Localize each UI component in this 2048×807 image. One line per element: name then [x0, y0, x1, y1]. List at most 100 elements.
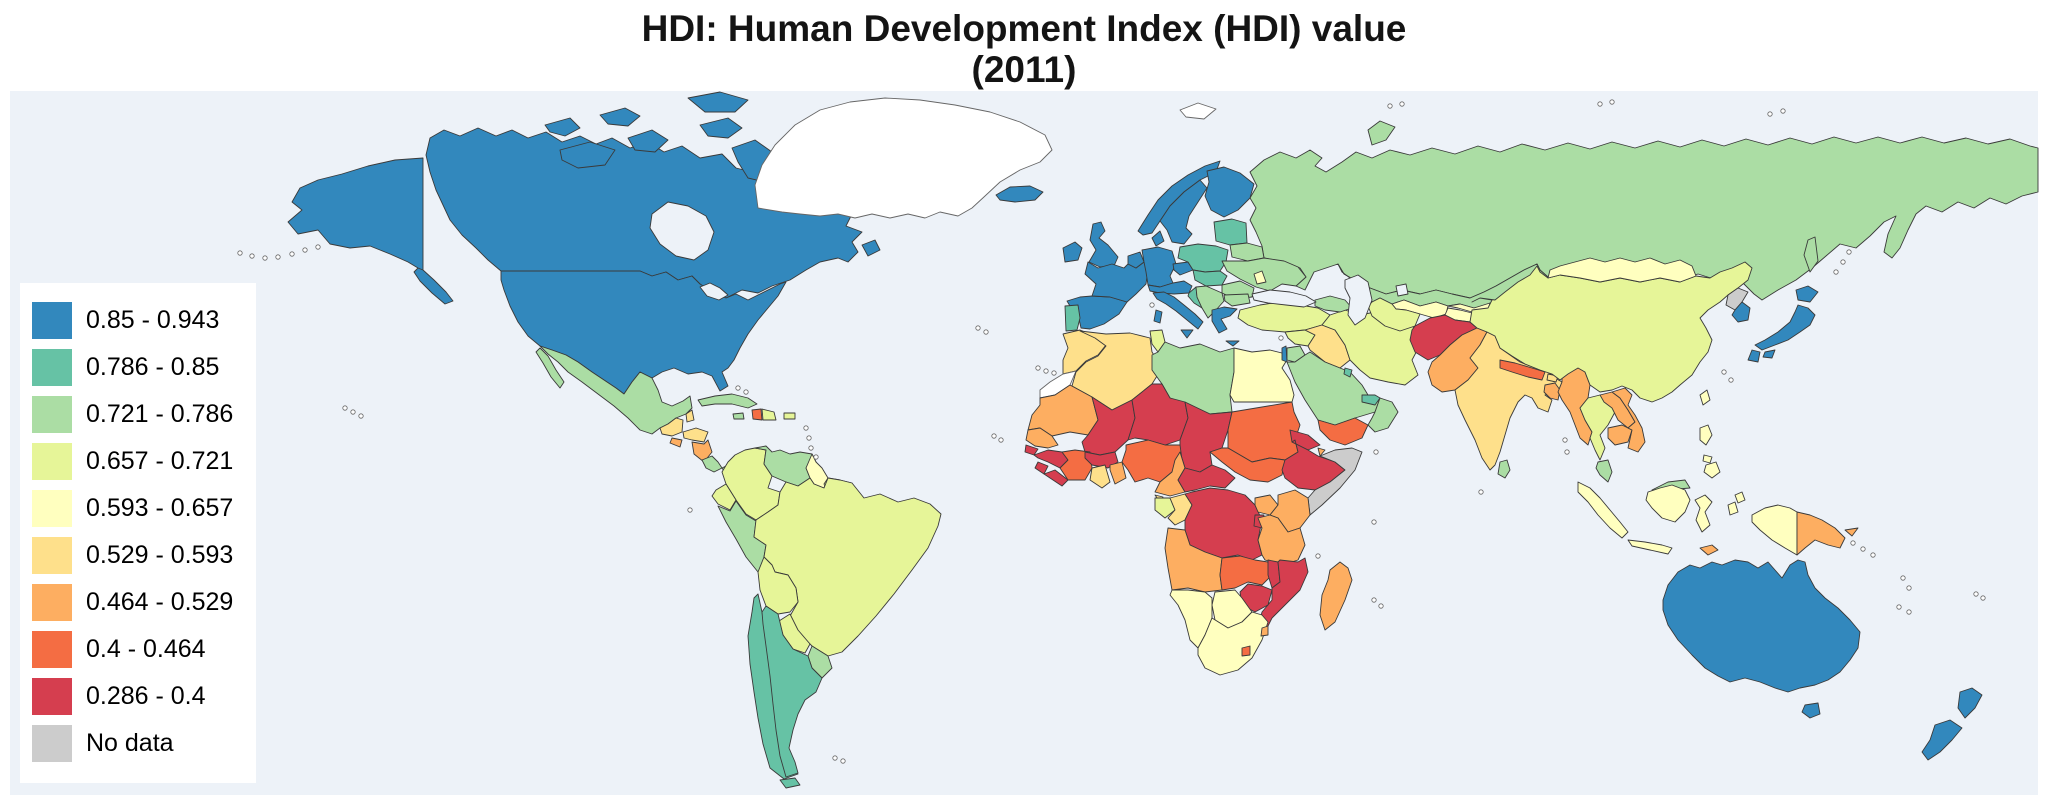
country-colombia[interactable] — [721, 447, 781, 521]
country-finland[interactable] — [1204, 166, 1255, 218]
country-puerto-rico[interactable] — [783, 412, 796, 420]
country-novaya-zemlya[interactable] — [1367, 120, 1396, 146]
legend-item-2[interactable]: 0.721 - 0.786 — [32, 391, 256, 438]
country-mexico[interactable] — [535, 345, 693, 435]
country-svalbard[interactable] — [1179, 102, 1217, 120]
country-iceland[interactable] — [995, 185, 1044, 203]
country-cambodia[interactable] — [1607, 424, 1633, 446]
country-mongolia[interactable] — [1547, 257, 1697, 283]
country-libya[interactable] — [1151, 341, 1235, 415]
country-zimbabwe[interactable] — [1239, 583, 1273, 613]
legend-item-9[interactable]: No data — [32, 720, 256, 767]
country-new-zealand[interactable] — [1921, 687, 1983, 761]
country-mauritania[interactable] — [1027, 384, 1099, 437]
country-ecuador[interactable] — [711, 483, 737, 511]
country-eritrea[interactable] — [1289, 429, 1321, 451]
country-germany[interactable] — [1141, 246, 1177, 288]
country-liberia[interactable] — [1043, 469, 1069, 487]
country-ireland[interactable] — [1062, 241, 1083, 263]
country-newfoundland[interactable] — [861, 239, 881, 257]
country-uk[interactable] — [1088, 221, 1119, 268]
country-argentina[interactable] — [761, 605, 823, 778]
country-tierra-del-fuego[interactable] — [779, 777, 801, 789]
country-car[interactable] — [1177, 464, 1236, 493]
country-el-salvador[interactable] — [669, 437, 683, 448]
country-png[interactable] — [1796, 511, 1859, 556]
country-haiti[interactable] — [751, 408, 763, 421]
country-lesotho[interactable] — [1241, 645, 1251, 657]
country-cuba[interactable] — [697, 393, 758, 409]
country-denmark[interactable] — [1151, 230, 1165, 247]
country-sakhalin[interactable] — [1803, 236, 1819, 273]
country-cote-divoire[interactable] — [1059, 449, 1093, 481]
country-japan[interactable] — [1747, 285, 1819, 363]
country-slovakia-hungary[interactable] — [1192, 269, 1228, 287]
legend-item-7[interactable]: 0.4 - 0.464 — [32, 626, 256, 673]
country-somalia[interactable] — [1307, 447, 1363, 516]
country-ukraine[interactable] — [1221, 257, 1307, 292]
country-togo-benin[interactable] — [1109, 461, 1127, 485]
legend-item-8[interactable]: 0.286 - 0.4 — [32, 673, 256, 720]
country-bangladesh[interactable] — [1543, 382, 1561, 401]
country-jamaica[interactable] — [732, 412, 745, 420]
legend-item-3[interactable]: 0.657 - 0.721 — [32, 438, 256, 485]
country-italy[interactable] — [1152, 291, 1204, 339]
country-caucasus[interactable] — [1314, 295, 1353, 313]
country-ghana[interactable] — [1089, 464, 1111, 489]
country-alaska[interactable] — [287, 157, 454, 305]
country-sumatra[interactable] — [1577, 481, 1629, 539]
country-nepal[interactable] — [1499, 359, 1546, 381]
country-belize[interactable] — [685, 409, 695, 423]
country-baltics[interactable] — [1213, 218, 1248, 246]
country-portugal[interactable] — [1064, 304, 1081, 332]
country-vietnam[interactable] — [1611, 387, 1646, 453]
country-israel[interactable] — [1281, 345, 1288, 363]
country-ethiopia[interactable] — [1281, 439, 1346, 491]
country-sudan[interactable] — [1227, 401, 1301, 463]
country-egypt[interactable] — [1229, 347, 1295, 403]
country-czech[interactable] — [1172, 261, 1194, 276]
country-java[interactable] — [1627, 539, 1673, 555]
country-philippines[interactable] — [1699, 424, 1721, 479]
country-bolivia[interactable] — [757, 556, 799, 615]
country-turkmenistan[interactable] — [1367, 297, 1421, 332]
country-australia[interactable] — [1662, 559, 1861, 719]
country-borneo-indonesia[interactable] — [1645, 484, 1691, 523]
country-greenland[interactable] — [754, 97, 1053, 219]
country-kuwait[interactable] — [1343, 367, 1353, 378]
country-yemen[interactable] — [1317, 417, 1369, 446]
country-honduras[interactable] — [682, 427, 709, 443]
country-guatemala[interactable] — [659, 417, 684, 437]
country-south-africa[interactable] — [1197, 611, 1269, 676]
country-zambia[interactable] — [1219, 555, 1273, 591]
country-south-korea[interactable] — [1731, 301, 1751, 323]
country-moluccas[interactable] — [1727, 491, 1746, 516]
country-senegal[interactable] — [1025, 427, 1059, 449]
country-dominican-republic[interactable] — [761, 408, 777, 421]
country-benelux[interactable] — [1127, 251, 1145, 269]
legend-item-0[interactable]: 0.85 - 0.943 — [32, 297, 256, 344]
country-madagascar[interactable] — [1319, 561, 1353, 631]
country-timor-leste[interactable] — [1699, 544, 1719, 556]
legend-item-1[interactable]: 0.786 - 0.85 — [32, 344, 256, 391]
country-djibouti[interactable] — [1317, 447, 1326, 457]
country-uae[interactable] — [1361, 394, 1381, 406]
country-moldova[interactable] — [1253, 270, 1267, 285]
legend-item-6[interactable]: 0.464 - 0.529 — [32, 579, 256, 626]
country-tanzania[interactable] — [1257, 514, 1306, 566]
country-oman[interactable] — [1367, 397, 1399, 433]
country-malaysia-peninsula[interactable] — [1595, 459, 1613, 483]
country-south-sudan[interactable] — [1209, 447, 1286, 483]
country-sri-lanka[interactable] — [1497, 459, 1511, 479]
country-nicaragua[interactable] — [691, 439, 713, 463]
country-taiwan[interactable] — [1699, 389, 1711, 406]
country-alpine[interactable] — [1147, 280, 1193, 295]
country-sweden[interactable] — [1159, 179, 1208, 245]
country-greece[interactable] — [1211, 306, 1240, 347]
country-gabon[interactable] — [1154, 497, 1176, 519]
legend-item-4[interactable]: 0.593 - 0.657 — [32, 485, 256, 532]
country-sulawesi[interactable] — [1694, 494, 1713, 533]
country-bulgaria[interactable] — [1223, 293, 1251, 307]
legend-item-5[interactable]: 0.529 - 0.593 — [32, 532, 256, 579]
